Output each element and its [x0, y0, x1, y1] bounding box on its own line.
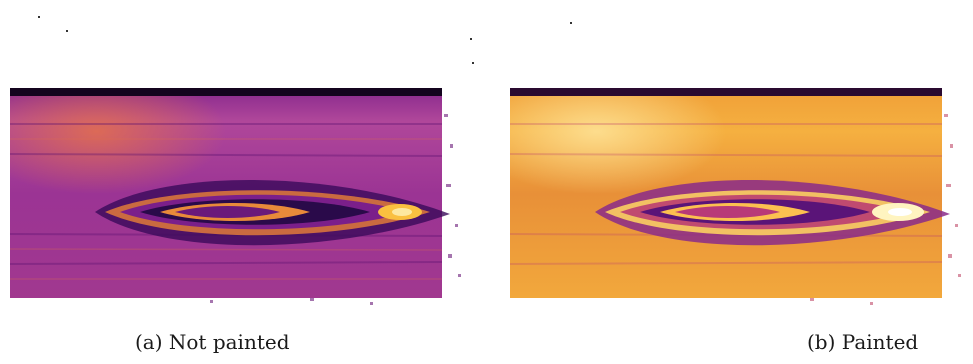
panel-painted: (b) Painted [500, 0, 973, 364]
caption-a: (a) Not painted [135, 330, 290, 354]
thermal-image-painted [510, 88, 961, 305]
artifact-dot [66, 30, 68, 32]
artifact-dot [472, 62, 474, 64]
artifact-dot [470, 38, 472, 40]
panel-not-painted: (a) Not painted [0, 0, 480, 364]
artifact-dot [38, 16, 40, 18]
artifact-dot [570, 22, 572, 24]
thermal-image-not-painted [10, 88, 461, 305]
caption-b: (b) Painted [807, 330, 919, 354]
